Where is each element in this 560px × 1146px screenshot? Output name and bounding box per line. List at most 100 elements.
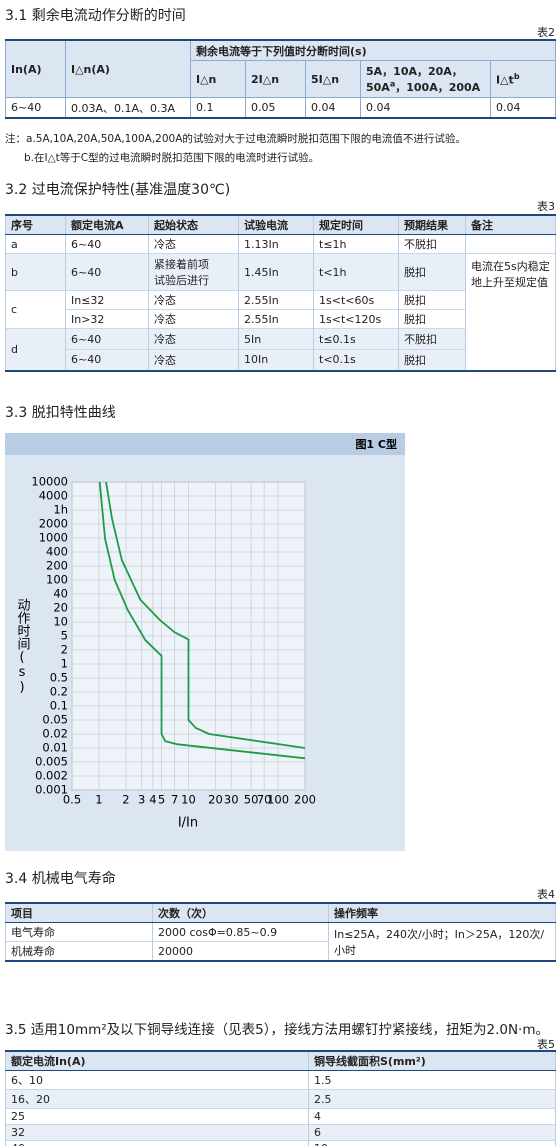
header-cell: I△n [190, 60, 246, 98]
cell: 1s<t<120s [313, 309, 399, 329]
cell: 0.03A、0.1A、0.3A [65, 97, 191, 119]
section-heading: 3.4 机械电气寿命 [5, 871, 116, 887]
note: b.在I△t等于C型的过电流瞬时脱扣范围下限的电流时进行试验。 [24, 152, 320, 164]
y-tick-label: 200 [46, 559, 68, 573]
note: 注：a.5A,10A,20A,50A,100A,200A的试验对大于过电流瞬时脱… [5, 133, 466, 145]
section-heading: 3.5 适用10mm²及以下铜导线连接（见表5），接线方法用螺钉拧紧接线，扭矩为… [5, 1022, 550, 1038]
header-cell: I△tb [489, 60, 557, 98]
x-tick-label: 7 [171, 793, 178, 807]
header-cell: 额定电流In(A) [5, 1050, 309, 1071]
header-cell: 5A，10A，20A，50Aa，100A，200A [360, 60, 491, 98]
cell-line: 电流在5s内稳定 [471, 260, 550, 273]
cell: 4 [308, 1108, 556, 1125]
header-text: 5A，10A，20A，50A [366, 65, 463, 94]
row: 6~40 0.03A、0.1A、0.3A 0.1 0.05 0.04 0.04 0.04 [5, 97, 557, 119]
header-text: I△t [496, 73, 514, 87]
x-tick-label: 100 [267, 793, 289, 807]
row: 6、10 1.5 [5, 1070, 556, 1090]
y-tick-label: 100 [46, 573, 68, 587]
y-tick-label: 0.2 [50, 685, 68, 699]
cell: 20000 [152, 941, 329, 961]
cell: t<1h [313, 253, 399, 291]
header-text: ，100A，200A [395, 81, 481, 94]
cell: 1s<t<60s [313, 290, 399, 310]
cell: In≤25A，240次/小时；In＞25A，120次/小时 [328, 922, 556, 961]
cell: 冷态 [148, 234, 239, 254]
cell: 0.04 [305, 97, 361, 119]
row: 4010 [5, 1140, 556, 1146]
superscript: b [513, 71, 520, 81]
cell: 冷态 [148, 349, 239, 371]
x-tick-label: 30 [224, 793, 239, 807]
header-cell: 铜导线截面积S(mm²) [308, 1050, 556, 1071]
cell: 脱扣 [398, 349, 466, 371]
cell: 6 [308, 1124, 556, 1141]
cell: 0.05 [245, 97, 306, 119]
y-tick-label: 5 [61, 629, 68, 643]
cell: 冷态 [148, 309, 239, 329]
header-text: I△n [196, 72, 217, 86]
x-tick-label: 0.5 [63, 793, 81, 807]
header-cell: 2I△n [245, 60, 306, 98]
cell: 不脱扣 [398, 328, 466, 350]
y-tick-label: 0.05 [42, 713, 68, 727]
y-tick-label: 20 [53, 601, 68, 615]
x-tick-label: 20 [208, 793, 223, 807]
cell: b [5, 253, 66, 291]
cell: 0.04 [360, 97, 491, 119]
x-tick-label: 1 [95, 793, 102, 807]
x-axis-title: I/In [178, 816, 198, 831]
chart-title: 图1 C型 [355, 437, 397, 451]
cell: 1.5 [308, 1070, 556, 1090]
x-tick-label: 10 [181, 793, 196, 807]
cell: 0.04 [489, 97, 557, 119]
cell: 2.55In [238, 290, 314, 310]
curve [105, 481, 306, 749]
chart-title-bar [5, 433, 405, 455]
y-tick-label: 2 [61, 643, 68, 657]
cell: 6~40 [65, 234, 149, 254]
superscript: a [389, 79, 396, 89]
curve [98, 481, 306, 760]
chart: 图1 C型 I/In 动作时间(s) 1000040001h2000100040… [5, 433, 405, 851]
cell: 5In [238, 328, 314, 350]
cell: 2000 cosΦ=0.85~0.9 [152, 922, 329, 942]
header-text: 5I△n [311, 72, 340, 86]
cell: 脱扣 [398, 290, 466, 310]
cell: 10In [238, 349, 314, 371]
cell: 6~40 [5, 97, 66, 119]
cell: 脱扣 [398, 253, 466, 291]
cell: a [5, 234, 66, 254]
cell: In>32 [65, 309, 149, 329]
header-cell: 额定电流A [65, 214, 149, 235]
cell: 6~40 [65, 253, 149, 291]
cell: 2.5 [308, 1089, 556, 1109]
cell: 0.1 [190, 97, 246, 119]
row: a 6~40 冷态 1.13In t≤1h 不脱扣 [5, 234, 556, 254]
cell: 2.55In [238, 309, 314, 329]
y-tick-label: 10000 [31, 475, 68, 489]
y-tick-label: 10 [53, 615, 68, 629]
table-2: In(A) I△n(A) 剩余电流等于下列值时分断时间(s) I△n 2I△n 5I△n… [5, 39, 557, 119]
section-heading: 3.2 过电流保护特性(基准温度30℃) [5, 182, 231, 198]
y-tick-label: 0.002 [35, 769, 68, 783]
header-cell: 序号 [5, 214, 66, 235]
header-cell: 预期结果 [398, 214, 466, 235]
y-tick-label: 1 [61, 657, 68, 671]
cell: 10 [308, 1140, 556, 1146]
x-tick-label: 70 [257, 793, 272, 807]
section-heading: 3.1 剩余电流动作分断的时间 [5, 8, 186, 24]
header-cell: In(A) [5, 39, 66, 98]
y-axis-title: 动作时间(s) [15, 598, 31, 695]
cell: 16、20 [5, 1089, 309, 1109]
cell: In≤32 [65, 290, 149, 310]
cell: 不脱扣 [398, 234, 466, 254]
header-text: 2I△n [251, 72, 280, 86]
cell: 1.13In [238, 234, 314, 254]
cell: 冷态 [148, 290, 239, 310]
cell: 电气寿命 [5, 922, 153, 942]
section-heading: 3.3 脱扣特性曲线 [5, 405, 116, 421]
y-tick-label: 2000 [39, 517, 68, 531]
cell: 1.45In [238, 253, 314, 291]
